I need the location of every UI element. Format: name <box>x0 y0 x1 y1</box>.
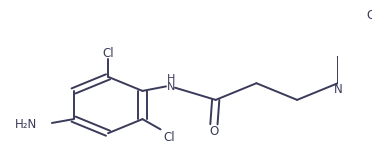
Text: H: H <box>167 74 176 84</box>
Text: Cl: Cl <box>102 47 114 60</box>
Text: O: O <box>366 9 372 22</box>
Text: N: N <box>334 83 343 96</box>
Text: H₂N: H₂N <box>15 118 38 131</box>
Text: O: O <box>209 125 218 138</box>
Text: Cl: Cl <box>164 131 176 144</box>
Text: N: N <box>167 82 176 92</box>
